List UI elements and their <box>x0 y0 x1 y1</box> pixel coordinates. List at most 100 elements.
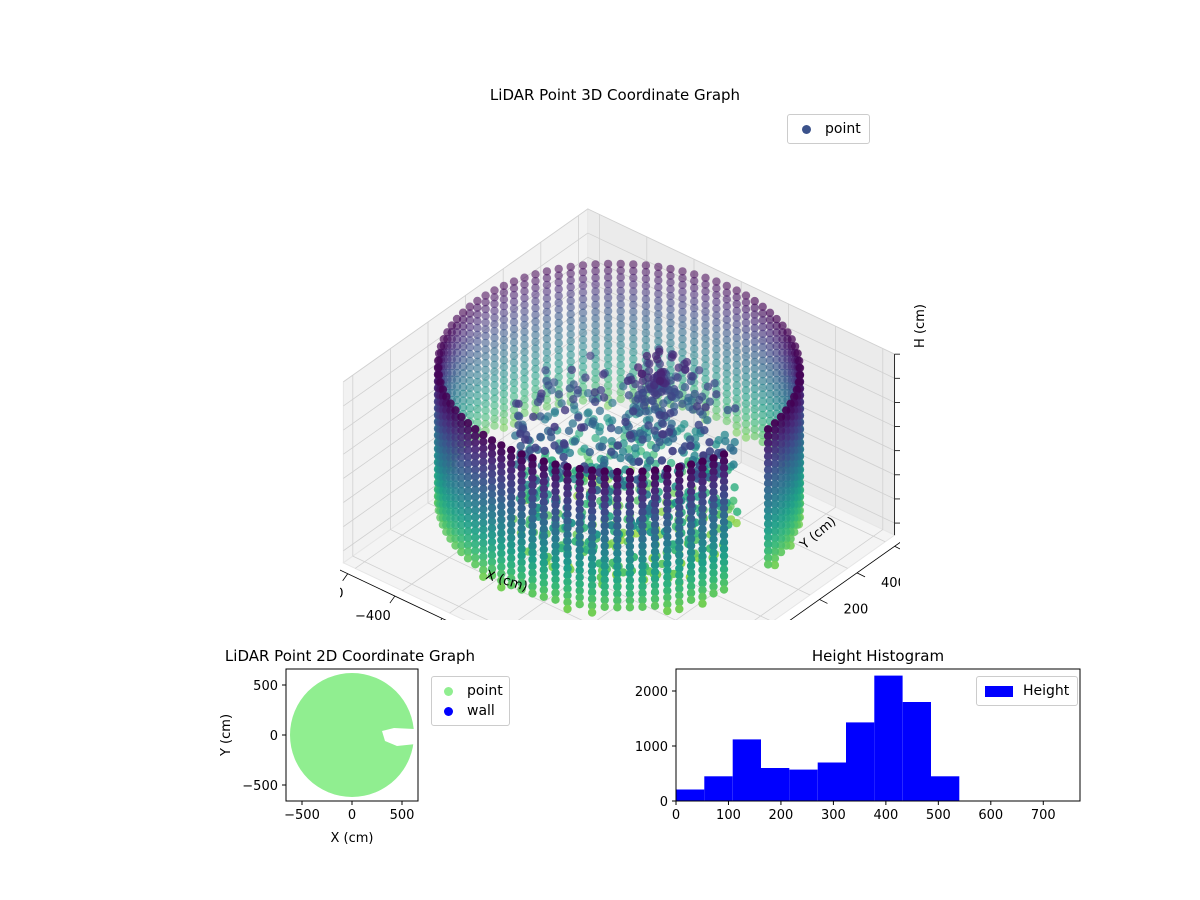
point-3d-marker <box>705 447 715 456</box>
point-3d-marker <box>487 564 497 573</box>
point-3d-marker <box>542 348 552 357</box>
point-3d-marker <box>463 446 473 455</box>
point-3d-marker <box>641 308 651 317</box>
point-3d-marker <box>678 267 687 276</box>
point-3d-marker <box>575 485 584 494</box>
point-3d-marker <box>541 366 550 375</box>
point-3d-marker <box>719 538 729 547</box>
point-3d-marker <box>473 337 482 346</box>
point-3d-marker <box>587 601 597 610</box>
point-3d-marker <box>528 541 537 551</box>
point-3d-marker <box>566 357 575 366</box>
point-3d-marker <box>509 277 519 286</box>
point-3d-marker <box>581 373 590 382</box>
point-3d-marker <box>786 399 795 408</box>
point-3d-marker <box>465 309 475 318</box>
point-3d-marker <box>458 322 468 331</box>
chart-2d: −500 0 500 500 0 −500 X (cm) Y (cm) <box>219 668 419 846</box>
point-3d-marker <box>471 499 480 508</box>
point-3d-marker <box>528 535 537 544</box>
point-3d-marker <box>479 451 488 460</box>
point-3d-marker <box>497 454 506 464</box>
point-3d-marker <box>678 348 687 357</box>
point-3d-marker <box>666 318 675 328</box>
point-3d-marker <box>701 307 710 316</box>
point-3d-marker <box>560 440 569 449</box>
point-3d-marker <box>690 290 699 299</box>
point-3d-marker <box>575 600 584 609</box>
point-3d-marker <box>776 426 786 435</box>
point-3d-marker <box>722 288 731 297</box>
point-3d-marker <box>638 589 647 598</box>
point-3d-marker <box>487 557 497 567</box>
point-3d-marker <box>650 594 660 604</box>
point-3d-marker <box>709 487 718 497</box>
point-3d-marker <box>741 359 751 368</box>
point-3d-marker <box>497 542 506 551</box>
point-3d-marker <box>638 501 647 510</box>
point-3d-marker <box>625 515 635 524</box>
point-3d-marker <box>625 576 635 585</box>
point-3d-marker <box>675 537 684 546</box>
point-3d-marker <box>698 552 707 561</box>
point-3d-marker <box>732 306 741 316</box>
chart-2d-xticklabel: −500 <box>284 808 320 823</box>
point-3d-marker <box>603 313 613 323</box>
point-3d-marker <box>499 308 509 318</box>
point-3d-marker <box>575 519 584 528</box>
point-3d-marker <box>507 520 516 529</box>
point-3d-marker <box>551 582 560 591</box>
point-3d-marker <box>481 331 490 341</box>
point-3d-marker <box>507 560 516 570</box>
point-3d-marker <box>542 300 552 310</box>
point-3d-marker <box>758 390 767 399</box>
point-3d-marker <box>591 314 600 323</box>
point-3d-marker <box>465 376 475 386</box>
point-3d-marker <box>473 411 482 420</box>
point-3d-marker <box>655 376 665 386</box>
point-3d-marker <box>603 306 613 316</box>
point-3d-marker <box>463 554 473 563</box>
point-3d-marker <box>625 431 635 440</box>
point-3d-marker <box>457 419 466 428</box>
point-3d-marker <box>700 426 709 435</box>
point-3d-marker <box>575 552 584 562</box>
axis-x-ticklabel: −400 <box>355 609 391 620</box>
point-3d-marker <box>551 548 560 557</box>
point-3d-marker <box>578 396 588 405</box>
point-3d-marker <box>531 317 540 326</box>
point-3d-marker <box>457 473 466 482</box>
point-3d-marker <box>509 365 519 374</box>
point-3d-marker <box>719 558 729 567</box>
point-3d-marker <box>539 511 548 520</box>
point-3d-marker <box>709 521 718 530</box>
point-3d-marker <box>641 267 651 277</box>
point-3d-marker <box>678 307 687 317</box>
point-3d-marker <box>675 462 684 472</box>
point-3d-marker <box>770 425 780 435</box>
point-3d-marker <box>650 581 660 590</box>
legend-point-2d-label: point <box>467 683 503 699</box>
point-3d-marker <box>770 560 780 570</box>
point-3d-marker <box>663 573 672 582</box>
point-3d-marker <box>539 477 548 487</box>
point-3d-marker <box>458 342 468 351</box>
chart-3d-title: LiDAR Point 3D Coordinate Graph <box>489 86 741 104</box>
point-3d-marker <box>776 520 786 530</box>
point-2d-gap <box>382 728 416 746</box>
point-3d-marker <box>451 507 460 516</box>
point-3d-marker <box>465 316 475 325</box>
point-3d-marker <box>600 582 609 591</box>
point-3d-marker <box>663 505 672 514</box>
point-3d-marker <box>772 402 781 412</box>
point-3d-marker <box>624 391 634 400</box>
point-3d-marker <box>690 324 699 333</box>
point-3d-marker <box>685 435 695 444</box>
point-3d-marker <box>741 399 751 408</box>
point-3d-marker <box>575 532 584 541</box>
point-3d-marker <box>663 485 672 494</box>
point-3d-marker <box>575 525 584 535</box>
point-3d-marker <box>509 344 519 354</box>
point-3d-marker <box>600 494 609 503</box>
point-3d-marker <box>528 562 537 571</box>
